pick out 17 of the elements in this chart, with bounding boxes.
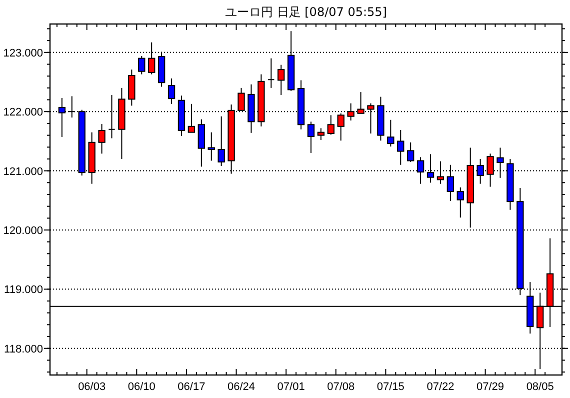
y-tick-label: 122.000	[3, 106, 43, 119]
y-tick-label: 119.000	[4, 284, 43, 296]
y-tick-label: 121.000	[3, 166, 43, 178]
x-tick-label: 06/24	[227, 381, 256, 393]
x-tick-label: 06/03	[78, 381, 106, 393]
x-tick-label: 08/05	[526, 381, 554, 393]
y-tick-label: 123.000	[3, 47, 43, 60]
x-tick-label: 07/08	[327, 381, 355, 393]
x-tick-label: 06/10	[128, 381, 156, 393]
title: ユーロ円 日足 [08/07 05:55]	[225, 5, 387, 19]
x-tick-label: 06/17	[178, 381, 206, 393]
x-tick-label: 07/29	[476, 381, 504, 393]
y-tick-label: 118.000	[4, 343, 43, 356]
y-tick-label: 120.000	[3, 224, 43, 237]
x-tick-label: 07/01	[277, 381, 305, 393]
x-tick-label: 07/22	[426, 381, 454, 393]
x-tick-label: 07/15	[376, 381, 404, 393]
